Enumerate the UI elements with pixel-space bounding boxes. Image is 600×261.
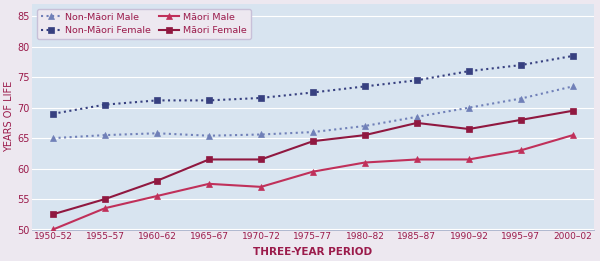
- Legend: Non-Māori Male, Non-Māori Female, Māori Male, Māori Female: Non-Māori Male, Non-Māori Female, Māori …: [37, 9, 251, 39]
- Y-axis label: YEARS OF LIFE: YEARS OF LIFE: [4, 81, 14, 152]
- X-axis label: THREE-YEAR PERIOD: THREE-YEAR PERIOD: [253, 247, 373, 257]
